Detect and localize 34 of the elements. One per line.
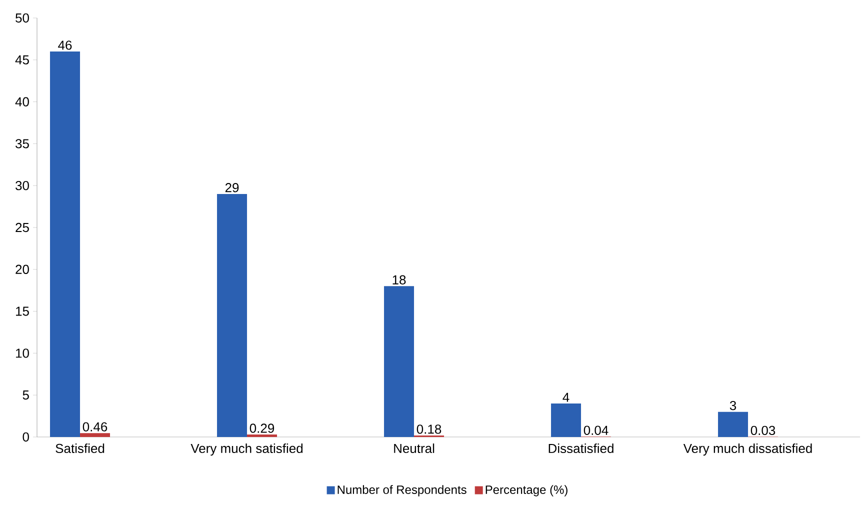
y-tick-label: 15 <box>16 306 29 316</box>
data-label: 0.29 <box>250 424 274 433</box>
data-label: 0.04 <box>584 426 608 435</box>
bar <box>217 194 248 437</box>
bar <box>551 403 582 437</box>
data-label: 3 <box>730 400 736 410</box>
y-tick-label: 35 <box>16 139 29 148</box>
y-tick-label: 30 <box>16 180 29 190</box>
y-tick-label: 50 <box>16 13 29 23</box>
y-tick-label: 45 <box>15 55 29 64</box>
x-tick-label: Very much dissatisfied <box>683 444 812 456</box>
legend-label: Percentage (%) <box>486 485 568 496</box>
y-tick-label: 25 <box>16 222 29 232</box>
x-tick-label: Neutral <box>394 444 434 454</box>
bar <box>80 433 110 437</box>
y-tick-label: 5 <box>22 390 29 400</box>
x-tick-label: Satisfied <box>56 444 104 454</box>
x-tick-label: Dissatisfied <box>548 444 614 454</box>
data-label: 0.03 <box>750 426 776 436</box>
y-tick-label: 10 <box>16 348 29 358</box>
data-label: 46 <box>58 40 72 50</box>
y-tick-label: 40 <box>15 97 29 106</box>
data-label: 18 <box>392 275 406 284</box>
data-label: 0.46 <box>82 422 108 432</box>
x-tick-label: Very much satisfied <box>190 444 303 456</box>
data-label: 0.18 <box>416 424 442 434</box>
bar <box>50 52 80 437</box>
y-tick-label: 0 <box>22 432 29 442</box>
legend-label: Number of Respondents <box>338 485 466 496</box>
data-label: 29 <box>225 183 239 192</box>
bar <box>384 286 414 437</box>
y-tick-label: 20 <box>16 264 29 274</box>
bar <box>718 412 748 437</box>
data-label: 4 <box>562 392 570 402</box>
